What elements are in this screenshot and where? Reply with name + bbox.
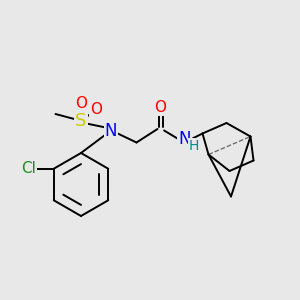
Text: N: N (105, 122, 117, 140)
Text: S: S (75, 112, 87, 130)
Text: N: N (178, 130, 191, 148)
Text: H: H (188, 139, 199, 152)
Text: O: O (90, 102, 102, 117)
Text: Cl: Cl (21, 161, 36, 176)
Text: O: O (154, 100, 166, 115)
Text: O: O (75, 96, 87, 111)
